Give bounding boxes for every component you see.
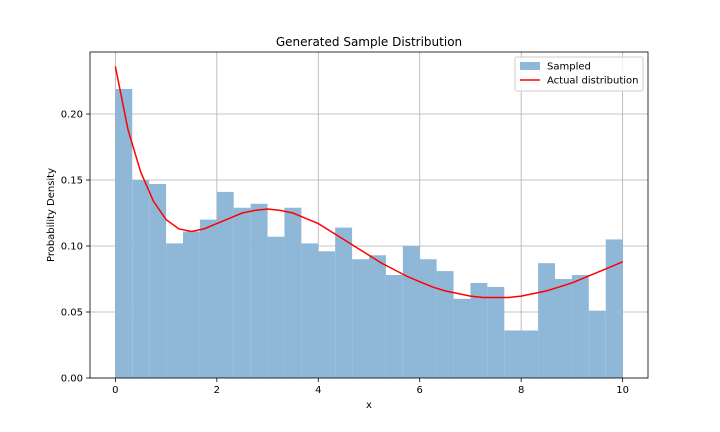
histogram-bar-9	[267, 236, 285, 378]
histogram-bar-19	[436, 271, 454, 378]
histogram-bar-20	[453, 298, 471, 378]
histogram-bar-16	[385, 275, 403, 378]
histogram-bar-8	[250, 203, 268, 378]
x-tick-label-4: 8	[518, 385, 524, 396]
actual-distribution-line	[114, 66, 623, 299]
histogram-bar-22	[487, 286, 505, 378]
histogram-bars	[115, 88, 623, 378]
x-tick-label-5: 10	[616, 385, 629, 396]
axis-ticks: 0 2 4 6 8 10 0.00 0.05 0.10 0.15 0.20	[61, 110, 629, 396]
distribution-line-layer	[114, 66, 623, 299]
legend: Sampled Actual distribution	[514, 56, 644, 92]
legend-label-sampled: Sampled	[547, 62, 591, 73]
histogram-bar-7	[233, 207, 251, 378]
histogram-bar-4	[182, 231, 200, 378]
histogram-bar-25	[538, 263, 556, 378]
histogram-bar-26	[555, 279, 572, 378]
histogram-bar-17	[402, 246, 420, 378]
histogram-bar-24	[521, 330, 539, 378]
plot-frame	[89, 51, 649, 379]
histogram-bar-12	[318, 251, 336, 378]
histogram-bar-0	[115, 88, 133, 378]
histogram-bar-13	[335, 227, 353, 378]
y-tick-label-4: 0.20	[61, 110, 83, 121]
histogram-bar-5	[199, 219, 217, 378]
x-tick-label-0: 0	[112, 385, 118, 396]
y-tick-label-2: 0.10	[61, 242, 83, 253]
histogram-bar-28	[588, 310, 606, 378]
legend-swatch-sampled	[520, 62, 540, 70]
x-tick-label-2: 4	[315, 385, 321, 396]
histogram-bar-11	[301, 243, 319, 378]
histogram-bar-3	[166, 243, 183, 378]
x-tick-label-1: 2	[214, 385, 220, 396]
x-tick-label-3: 6	[417, 385, 423, 396]
histogram-bar-15	[369, 255, 386, 378]
histogram-bar-10	[284, 207, 302, 378]
x-axis-label: x	[366, 400, 372, 411]
histogram-bar-29	[605, 239, 623, 378]
histogram-bar-2	[149, 183, 167, 378]
legend-label-actual-distribution: Actual distribution	[547, 76, 639, 87]
chart-title: Generated Sample Distribution	[276, 35, 462, 49]
legend-box	[514, 56, 644, 92]
histogram-bar-14	[352, 259, 369, 378]
y-tick-label-0: 0.00	[61, 374, 83, 385]
histogram-bar-23	[504, 330, 522, 378]
histogram-bar-27	[571, 275, 589, 378]
histogram-bar-6	[216, 191, 234, 378]
y-tick-label-3: 0.15	[61, 176, 83, 187]
histogram-bar-21	[470, 282, 488, 378]
y-axis-label: Probability Density	[46, 168, 57, 262]
y-tick-label-1: 0.05	[61, 308, 83, 319]
histogram-bar-1	[132, 180, 150, 378]
histogram-bar-18	[419, 259, 437, 378]
